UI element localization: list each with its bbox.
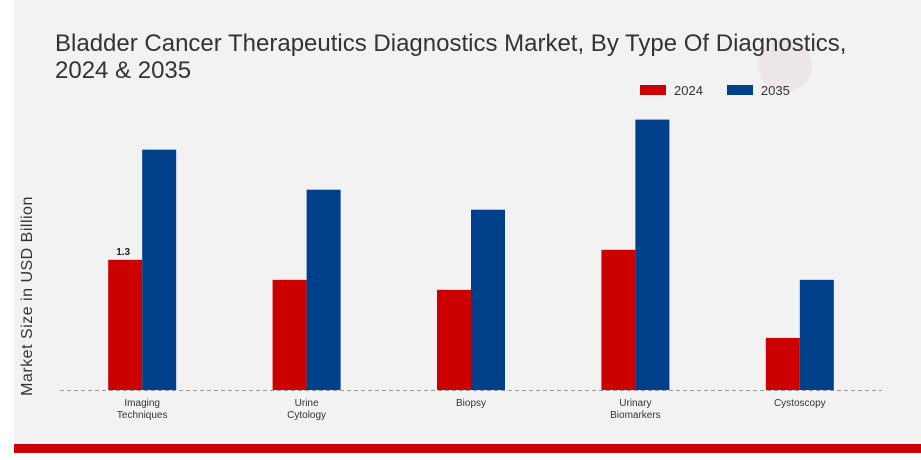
bar-2035-4 [799, 279, 834, 390]
bar-2024-4 [765, 337, 800, 390]
legend-label-2024: 2024 [674, 82, 703, 98]
x-tick-label-2: Biopsy [456, 398, 486, 409]
bar-2035-1 [306, 189, 341, 390]
chart-title: Bladder Cancer Therapeutics Diagnostics … [55, 30, 847, 84]
legend-item-2024: 2024 [640, 83, 703, 98]
bottom-accent-bar [14, 444, 921, 453]
legend: 2024 2035 [640, 80, 814, 100]
bar-2035-3 [635, 119, 670, 390]
legend-label-2035: 2035 [760, 82, 790, 98]
x-tick-label-1: Urine Cytology [287, 398, 326, 421]
bar-2035-0 [142, 149, 177, 390]
legend-item-2035: 2035 [726, 82, 790, 98]
x-tick-label-3: Urinary Biomarkers [610, 398, 661, 421]
x-tick-label-4: Cystoscopy [774, 398, 826, 409]
watermark-logo-icon [758, 38, 812, 92]
bar-2024-0 [108, 259, 143, 390]
bar-2035-2 [471, 209, 505, 390]
legend-swatch-2035 [726, 85, 753, 95]
x-tick-label-0: Imaging Techniques [117, 398, 168, 421]
bar-2024-3 [601, 249, 636, 390]
data-label-0: 1.3 [116, 247, 130, 258]
bar-2024-1 [272, 279, 307, 390]
bar-2024-2 [437, 289, 471, 390]
legend-swatch-2024 [640, 85, 666, 95]
